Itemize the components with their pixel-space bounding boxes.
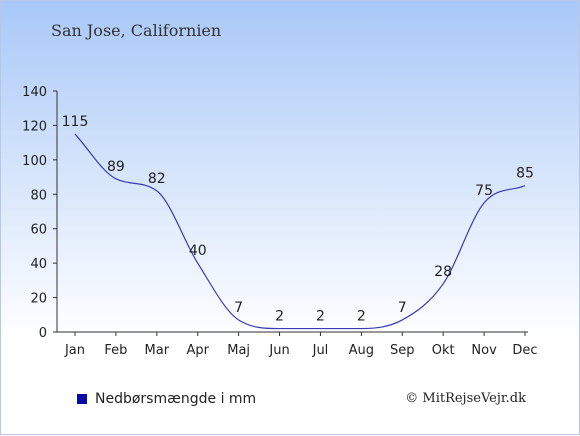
x-tick-label: Maj <box>227 343 250 358</box>
data-label: 7 <box>234 300 243 316</box>
y-tick-label: 80 <box>30 188 47 203</box>
data-label: 75 <box>475 183 493 199</box>
x-tick-label: Apr <box>186 343 209 358</box>
x-tick-label: Aug <box>349 343 374 358</box>
y-tick-label: 140 <box>22 85 47 100</box>
y-tick-label: 20 <box>30 292 47 307</box>
x-tick-label: Dec <box>512 343 537 358</box>
data-label: 2 <box>357 309 366 325</box>
data-label: 115 <box>62 114 89 130</box>
data-label: 85 <box>516 166 534 182</box>
precipitation-line <box>74 133 526 330</box>
credit-text: © MitRejseVejr.dk <box>405 391 526 406</box>
x-tick-label: Mar <box>145 343 170 358</box>
legend: Nedbørsmængde i mm <box>77 391 256 407</box>
legend-label: Nedbørsmængde i mm <box>95 391 257 407</box>
y-tick-label: 120 <box>22 119 47 134</box>
chart-title: San Jose, Californien <box>51 21 222 40</box>
x-tick-label: Nov <box>471 343 497 358</box>
data-label: 82 <box>148 171 166 187</box>
y-tick-label: 60 <box>30 223 47 238</box>
legend-swatch <box>77 394 87 404</box>
data-label: 2 <box>275 309 284 325</box>
x-tick-label: Jul <box>312 343 329 358</box>
data-label: 2 <box>316 309 325 325</box>
data-label: 40 <box>189 243 207 259</box>
x-tick-label: Jan <box>64 343 85 358</box>
x-tick-label: Okt <box>432 343 455 358</box>
x-tick-label: Jun <box>268 343 289 358</box>
y-tick-label: 100 <box>22 154 47 169</box>
data-label: 89 <box>107 159 125 175</box>
x-tick-label: Sep <box>390 343 415 358</box>
y-tick-label: 40 <box>30 257 47 272</box>
data-label: 28 <box>434 264 452 280</box>
data-label: 7 <box>398 300 407 316</box>
x-tick-label: Feb <box>104 343 127 358</box>
y-tick-label: 0 <box>39 326 47 341</box>
